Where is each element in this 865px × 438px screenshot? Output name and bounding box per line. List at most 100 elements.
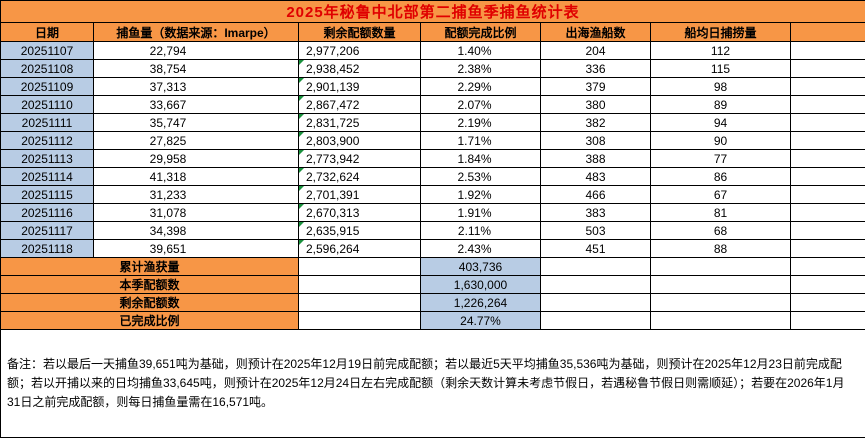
avg-daily-catch-cell: 81	[651, 204, 791, 222]
empty-cell	[791, 258, 865, 276]
remaining-quota-cell: 2,635,915	[299, 222, 421, 240]
quota-percent-cell: 2.43%	[421, 240, 541, 258]
empty-cell	[651, 312, 791, 330]
quota-percent-cell: 2.07%	[421, 96, 541, 114]
quota-percent-cell: 2.53%	[421, 168, 541, 186]
empty-cell	[791, 186, 865, 204]
remaining-quota-cell: 2,938,452	[299, 60, 421, 78]
catch-value-cell: 22,794	[94, 42, 299, 60]
boats-count-cell: 336	[541, 60, 651, 78]
catch-value-cell: 37,313	[94, 78, 299, 96]
empty-cell	[541, 276, 651, 294]
empty-cell	[299, 258, 421, 276]
date-cell: 20251107	[1, 42, 94, 60]
date-cell: 20251116	[1, 204, 94, 222]
empty-cell	[299, 312, 421, 330]
date-cell: 20251114	[1, 168, 94, 186]
quota-percent-cell: 1.71%	[421, 132, 541, 150]
remaining-quota-cell: 2,867,472	[299, 96, 421, 114]
remaining-quota-cell: 2,701,391	[299, 186, 421, 204]
remaining-quota-cell: 2,773,942	[299, 150, 421, 168]
summary-label: 本季配额数	[1, 276, 299, 294]
boats-count-cell: 204	[541, 42, 651, 60]
quota-percent-cell: 1.91%	[421, 204, 541, 222]
boats-count-cell: 451	[541, 240, 651, 258]
catch-value-cell: 34,398	[94, 222, 299, 240]
note-text: 备注：若以最后一天捕鱼39,651吨为基础，则预计在2025年12月19日前完成…	[1, 330, 865, 438]
avg-daily-catch-cell: 115	[651, 60, 791, 78]
date-cell: 20251110	[1, 96, 94, 114]
summary-value: 1,630,000	[421, 276, 541, 294]
date-cell: 20251113	[1, 150, 94, 168]
empty-cell	[651, 258, 791, 276]
summary-value: 24.77%	[421, 312, 541, 330]
catch-value-cell: 38,754	[94, 60, 299, 78]
empty-cell	[791, 168, 865, 186]
empty-cell	[791, 294, 865, 312]
avg-daily-catch-cell: 94	[651, 114, 791, 132]
catch-value-cell: 31,233	[94, 186, 299, 204]
catch-value-cell: 27,825	[94, 132, 299, 150]
avg-daily-catch-cell: 88	[651, 240, 791, 258]
boats-count-cell: 382	[541, 114, 651, 132]
avg-daily-catch-cell: 112	[651, 42, 791, 60]
remaining-quota-cell: 2,803,900	[299, 132, 421, 150]
quota-percent-cell: 2.11%	[421, 222, 541, 240]
date-cell: 20251108	[1, 60, 94, 78]
avg-daily-catch-cell: 98	[651, 78, 791, 96]
empty-cell	[651, 276, 791, 294]
empty-cell	[299, 276, 421, 294]
date-cell: 20251109	[1, 78, 94, 96]
remaining-quota-cell: 2,831,725	[299, 114, 421, 132]
avg-daily-catch-cell: 68	[651, 222, 791, 240]
remaining-quota-cell: 2,977,206	[299, 42, 421, 60]
empty-cell	[791, 96, 865, 114]
col-header-quota-percent: 配额完成比例	[421, 23, 541, 42]
boats-count-cell: 388	[541, 150, 651, 168]
avg-daily-catch-cell: 90	[651, 132, 791, 150]
boats-count-cell: 380	[541, 96, 651, 114]
empty-cell	[791, 276, 865, 294]
boats-count-cell: 503	[541, 222, 651, 240]
quota-percent-cell: 2.29%	[421, 78, 541, 96]
date-cell: 20251112	[1, 132, 94, 150]
empty-cell	[791, 132, 865, 150]
note-row: 备注：若以最后一天捕鱼39,651吨为基础，则预计在2025年12月19日前完成…	[1, 330, 865, 438]
avg-daily-catch-cell: 67	[651, 186, 791, 204]
boats-count-cell: 379	[541, 78, 651, 96]
quota-percent-cell: 1.92%	[421, 186, 541, 204]
col-header-boats: 出海渔船数	[541, 23, 651, 42]
summary-label: 剩余配额数	[1, 294, 299, 312]
catch-value-cell: 33,667	[94, 96, 299, 114]
date-cell: 20251111	[1, 114, 94, 132]
col-header-date: 日期	[1, 23, 94, 42]
summary-row: 本季配额数 1,630,000	[1, 276, 865, 294]
quota-percent-cell: 2.19%	[421, 114, 541, 132]
empty-cell	[791, 222, 865, 240]
catch-value-cell: 41,318	[94, 168, 299, 186]
col-header-catch: 捕鱼量（数据来源：Imarpe）	[94, 23, 299, 42]
col-header-remaining-quota: 剩余配额数量	[299, 23, 421, 42]
summary-label: 累计渔获量	[1, 258, 299, 276]
empty-cell	[791, 114, 865, 132]
boats-count-cell: 483	[541, 168, 651, 186]
quota-percent-cell: 1.84%	[421, 150, 541, 168]
boats-count-cell: 308	[541, 132, 651, 150]
col-header-empty	[791, 23, 865, 42]
empty-cell	[791, 150, 865, 168]
empty-cell	[791, 42, 865, 60]
avg-daily-catch-cell: 77	[651, 150, 791, 168]
catch-value-cell: 35,747	[94, 114, 299, 132]
col-header-avg-daily-catch: 船均日捕捞量	[651, 23, 791, 42]
remaining-quota-cell: 2,901,139	[299, 78, 421, 96]
